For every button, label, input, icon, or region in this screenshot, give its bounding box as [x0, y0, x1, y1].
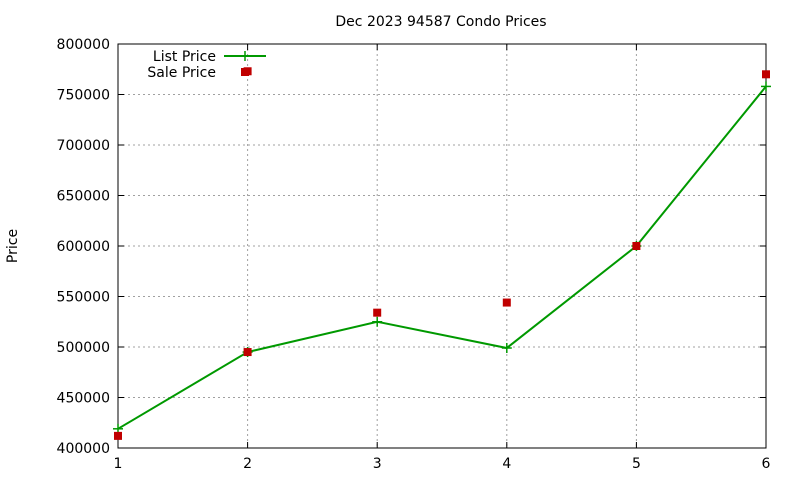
sale-price-point: [373, 308, 382, 317]
x-tick-label: 1: [114, 456, 123, 472]
y-tick-label: 400000: [57, 441, 110, 457]
legend-marker: [241, 68, 249, 76]
y-tick-label: 450000: [57, 391, 110, 407]
list-price-point: [372, 316, 383, 327]
x-tick-label: 6: [762, 456, 771, 472]
legend-label: List Price: [153, 49, 216, 65]
list-price-series: [113, 81, 771, 434]
sale-price-series: [114, 67, 770, 440]
x-tick-label: 2: [243, 456, 252, 472]
list-price-point: [501, 343, 512, 354]
x-tick-label: 3: [373, 456, 382, 472]
y-tick-label: 550000: [57, 290, 110, 306]
y-tick-label: 700000: [57, 138, 110, 154]
y-axis-label: Price: [5, 229, 21, 263]
y-tick-label: 800000: [57, 37, 110, 53]
y-tick-label: 600000: [57, 239, 110, 255]
grid-layer: [118, 44, 766, 448]
sale-price-point: [114, 431, 122, 440]
list-price-line: [117, 85, 767, 430]
legend-label: Sale Price: [147, 65, 216, 81]
series-layer: [113, 67, 771, 440]
y-tick-label: 650000: [57, 189, 110, 205]
x-tick-label: 5: [632, 456, 641, 472]
y-tick-label: 500000: [57, 340, 110, 356]
y-axis-ticks: 400000 450000 500000 550000 600000 650000 7000…: [57, 37, 766, 457]
sale-price-point: [632, 242, 641, 250]
sale-price-point: [762, 70, 770, 79]
chart-title: Dec 2023 94587 Condo Prices: [335, 14, 546, 30]
x-axis-ticks: 1 2 3 4 5 6: [114, 44, 771, 472]
sale-price-point: [502, 298, 511, 307]
legend-marker: [240, 51, 250, 61]
y-tick-label: 750000: [57, 88, 110, 104]
list-price-point: [761, 81, 771, 92]
sale-price-point: [243, 348, 252, 357]
x-tick-label: 4: [502, 456, 511, 472]
